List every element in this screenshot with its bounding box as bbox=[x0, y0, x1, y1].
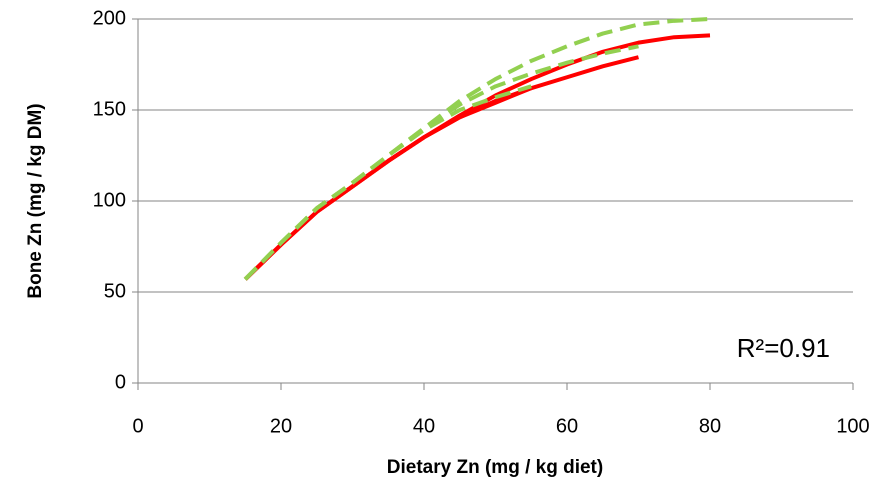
series-line bbox=[243, 55, 639, 281]
y-tick-label: 100 bbox=[93, 189, 126, 211]
x-tick-label: 60 bbox=[556, 415, 578, 437]
series-line bbox=[243, 33, 711, 281]
x-tick-label: 0 bbox=[132, 415, 143, 437]
x-axis-label: Dietary Zn (mg / kg diet) bbox=[387, 457, 603, 478]
x-tick-label: 80 bbox=[699, 415, 721, 437]
y-tick-label: 50 bbox=[104, 280, 126, 302]
x-tick-label: 40 bbox=[413, 415, 435, 437]
series-line bbox=[243, 86, 533, 281]
series-line bbox=[243, 44, 639, 281]
y-axis-label: Bone Zn (mg / kg DM) bbox=[25, 103, 46, 298]
y-tick-label: 0 bbox=[115, 371, 126, 393]
series-line bbox=[243, 17, 711, 281]
y-tick-label: 150 bbox=[93, 98, 126, 120]
annotation: R²=0.91 bbox=[737, 333, 830, 363]
series-line bbox=[243, 84, 532, 281]
y-tick-label: 200 bbox=[93, 7, 126, 29]
x-tick-label: 100 bbox=[836, 415, 869, 437]
x-tick-label: 20 bbox=[270, 415, 292, 437]
